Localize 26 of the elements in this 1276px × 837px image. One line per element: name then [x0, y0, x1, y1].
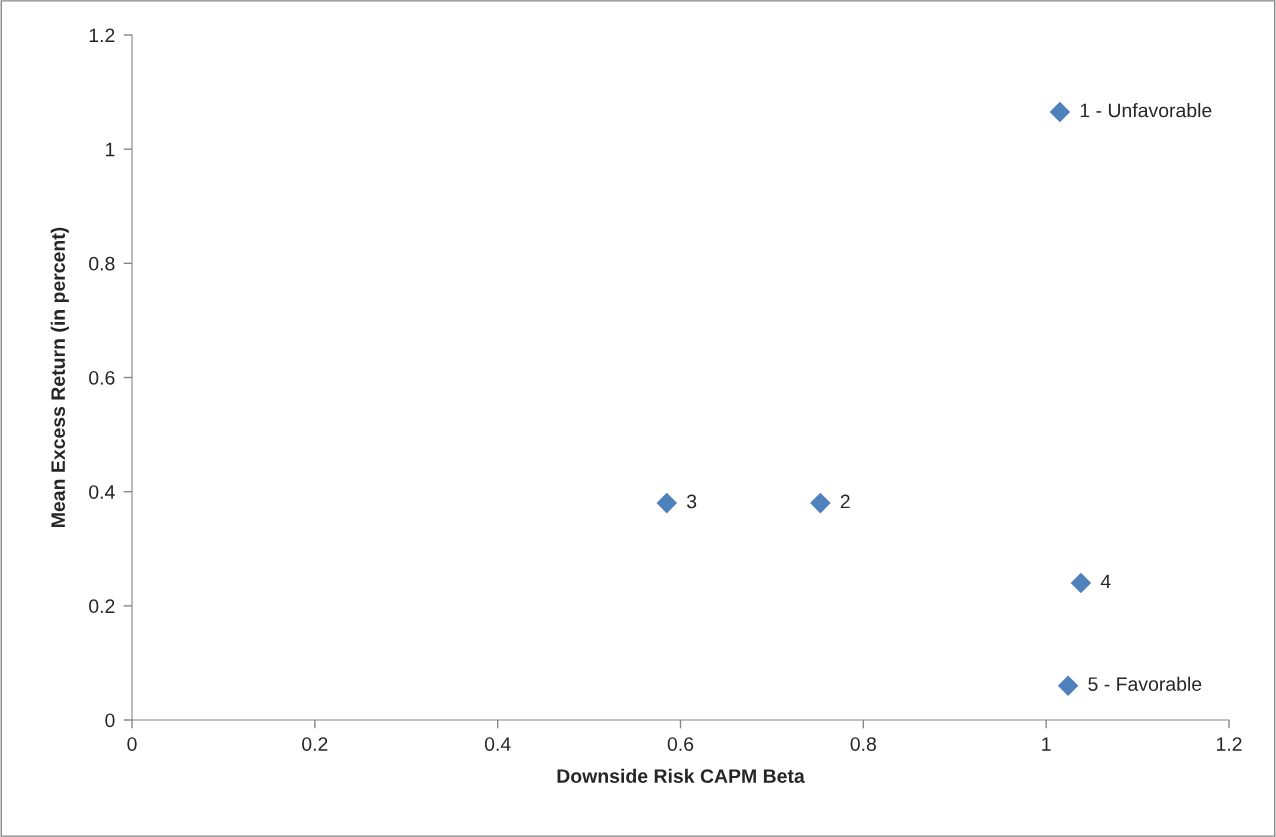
annotation: 2 — [840, 494, 850, 509]
y-tick-label: 0.8 — [89, 256, 115, 271]
y-tick-label: 1.2 — [89, 28, 115, 43]
x-tick-label: 0.6 — [667, 737, 694, 751]
x-axis-title: Downside Risk CAPM Beta — [557, 768, 805, 783]
point — [1049, 101, 1071, 123]
y-tick-label: 1 — [106, 142, 115, 157]
y-tick-label: 0.6 — [89, 370, 115, 385]
annotation: 5 - Favorable — [1088, 676, 1202, 691]
annotation: 3 — [686, 494, 697, 509]
y-axis-title: Mean Excess Return (in percent) — [50, 227, 69, 527]
x-tick-label: 0.8 — [850, 737, 876, 751]
x-tick-label: 1 — [1042, 737, 1051, 751]
y-tick-label: 0.2 — [89, 599, 115, 614]
x-tick-label: 0 — [127, 737, 137, 751]
annotation: 1 - Unfavorable — [1080, 103, 1212, 118]
point — [656, 492, 678, 514]
y-tick-label: 0.4 — [89, 485, 115, 499]
x-tick-label: 1.2 — [1216, 737, 1242, 751]
annotation: 4 — [1100, 574, 1111, 589]
x-tick-label: 0.2 — [302, 737, 328, 751]
y-tick-label: 0 — [105, 713, 115, 728]
point — [1057, 675, 1079, 697]
point — [810, 492, 831, 514]
x-tick-label: 0.4 — [484, 737, 511, 751]
point — [1070, 572, 1092, 594]
